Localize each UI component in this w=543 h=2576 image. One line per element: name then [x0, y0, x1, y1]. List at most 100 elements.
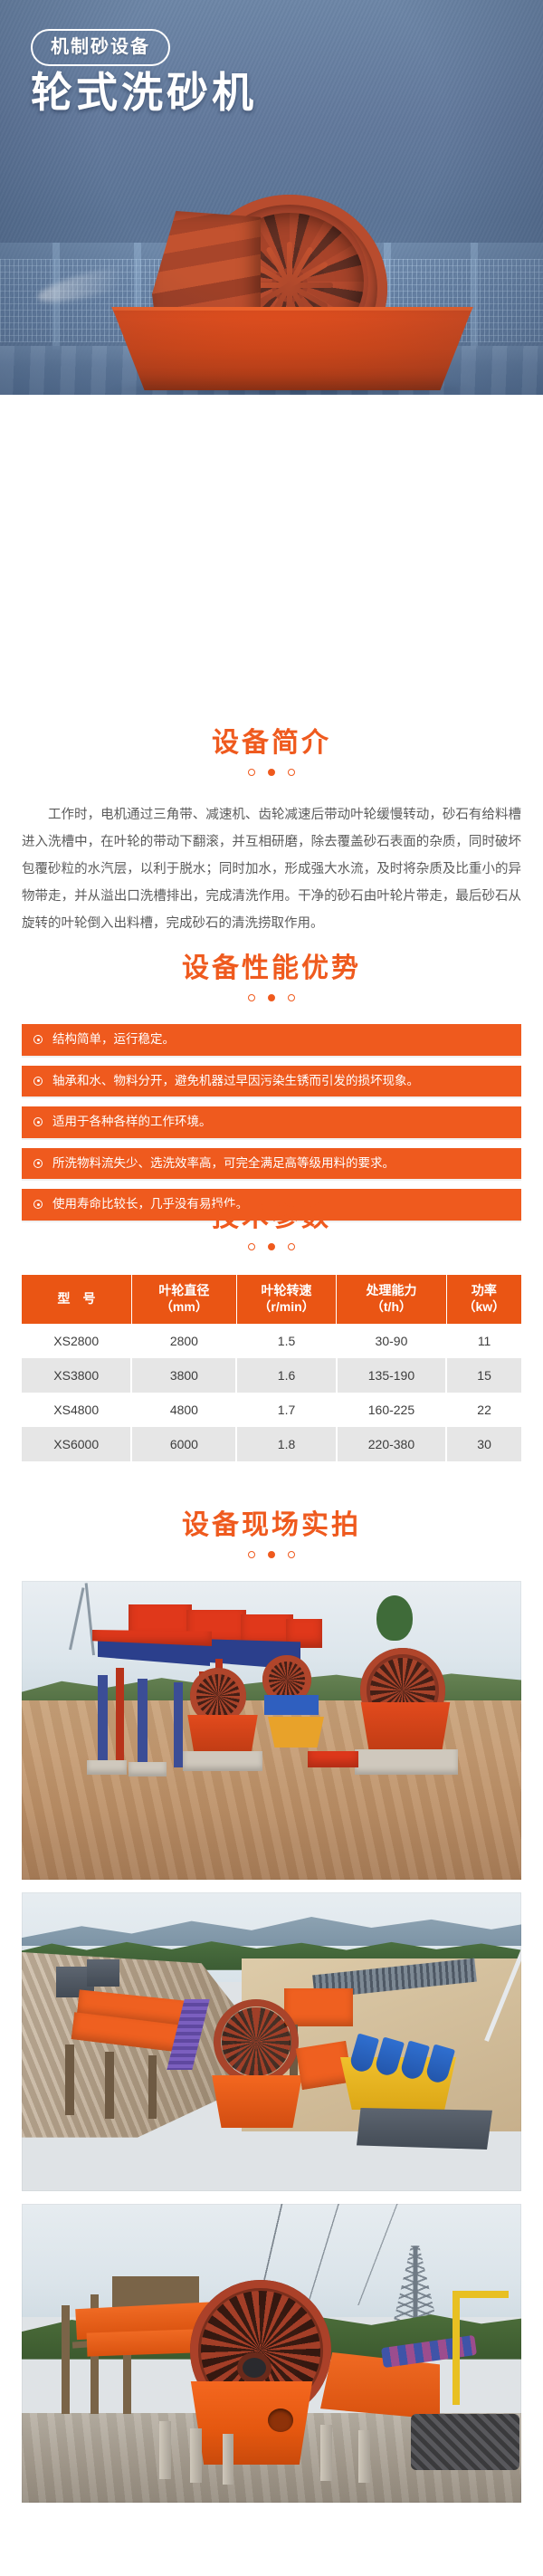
- bullet-icon: [33, 1158, 43, 1168]
- dot-filled: [268, 769, 275, 776]
- cell-model: XS2800: [22, 1323, 133, 1358]
- table-body: XS2800 2800 1.5 30-90 11 XS3800 3800 1.6…: [22, 1323, 521, 1461]
- table-header-row: 型 号 叶轮直径 （mm） 叶轮转速 （r/min） 处理能力 （t/h）: [22, 1275, 521, 1324]
- advantage-item: 结构简单，运行稳定。: [22, 1024, 521, 1056]
- photo2-vibrating-screen-3: [284, 1988, 353, 2026]
- advantage-text: 所洗物料流失少、选洗效率高，可完全满足高等级用料的要求。: [52, 1155, 395, 1170]
- introduction-heading: 设备简介: [0, 730, 543, 777]
- header-name: 处理能力: [366, 1283, 417, 1298]
- advantage-item: 适用于各种各样的工作环境。: [22, 1106, 521, 1138]
- photo3-overflow-port: [268, 2408, 293, 2432]
- section-gallery: 设备现场实拍: [0, 1512, 543, 2503]
- advantage-text: 结构简单，运行稳定。: [52, 1032, 175, 1046]
- photo3-yellow-railing-post: [452, 2291, 460, 2405]
- advantage-text: 轴承和水、物料分开，避免机器过早因污染生锈而引发的损坏现象。: [52, 1073, 419, 1087]
- cell-speed: 1.6: [236, 1357, 338, 1393]
- wash-tank: [113, 311, 472, 390]
- site-photo-1: 砂石生产线现场 —— 多台振动筛与两台轮式洗砂机: [22, 1581, 521, 1880]
- advantages-heading: 设备性能优势: [0, 955, 543, 1002]
- table-row: XS2800 2800 1.5 30-90 11: [22, 1323, 521, 1358]
- photo2-wash-tank: [212, 2075, 302, 2128]
- site-photo-2: 矿山采石场现场 —— 洗砂机配套旋流器与脱水筛: [22, 1892, 521, 2191]
- photo3-hopper: [112, 2276, 199, 2307]
- section-introduction: 设备简介 工作时，电机通过三角带、减速机、齿轮减速后带动叶轮缓慢转动，砂石有给料…: [0, 730, 543, 937]
- heading-dots: [0, 769, 543, 777]
- photo3-scaffold-leg: [62, 2305, 70, 2414]
- photo3-concrete-post: [358, 2430, 370, 2483]
- gallery-title: 设备现场实拍: [182, 1510, 361, 1540]
- advantages-list: 结构简单，运行稳定。 轴承和水、物料分开，避免机器过早因污染生锈而引发的损坏现象…: [22, 1024, 521, 1221]
- site-photo-3: 施工现场 —— 大型轮式洗砂机安装调试: [22, 2204, 521, 2503]
- column-header-model: 型 号: [22, 1275, 132, 1324]
- header-unit: （kw）: [462, 1298, 506, 1314]
- hero-product-image: [98, 195, 487, 395]
- photo3-frame: [22, 2204, 521, 2503]
- table-row: XS6000 6000 1.8 220-380 30: [22, 1426, 521, 1461]
- photo3-concrete-post: [159, 2421, 171, 2479]
- photo1-wash-tank-large: [360, 1702, 451, 1751]
- header-unit: （r/min）: [258, 1298, 315, 1314]
- photo3-concrete-post: [320, 2425, 332, 2481]
- table-row: XS3800 3800 1.6 135-190 15: [22, 1357, 521, 1393]
- photo3-concrete-post: [190, 2428, 202, 2483]
- cell-power: 15: [446, 1357, 521, 1393]
- advantage-text: 适用于各种各样的工作环境。: [52, 1115, 212, 1128]
- column-header-diameter: 叶轮直径 （mm）: [131, 1275, 237, 1324]
- photo1-wash-tank-small: [187, 1715, 258, 1753]
- dot-hollow-left: [247, 769, 255, 776]
- dot-hollow-left: [247, 1551, 255, 1558]
- photo3-dewatering-screen: [320, 2352, 440, 2419]
- cell-diameter: 3800: [131, 1357, 238, 1393]
- parameters-table-wrapper: 型 号 叶轮直径 （mm） 叶轮转速 （r/min） 处理能力 （t/h）: [22, 1275, 521, 1461]
- advantage-item: 所洗物料流失少、选洗效率高，可完全满足高等级用料的要求。: [22, 1147, 521, 1179]
- photo3-yellow-railing-top: [452, 2291, 509, 2298]
- parameters-title: 技术参数: [212, 1202, 331, 1232]
- photo1-concrete-base: [183, 1751, 262, 1771]
- bullet-icon: [33, 1200, 43, 1210]
- cell-capacity: 135-190: [336, 1357, 448, 1393]
- introduction-body: 工作时，电机通过三角带、减速机、齿轮减速后带动叶轮缓慢转动，砂石有给料槽进入洗槽…: [22, 808, 521, 931]
- cell-capacity: 220-380: [336, 1426, 448, 1461]
- photo1-support-leg: [138, 1679, 148, 1767]
- bullet-icon: [33, 1117, 43, 1127]
- cell-speed: 1.5: [236, 1323, 338, 1358]
- advantage-item: 使用寿命比较长，几乎没有易损件。: [22, 1189, 521, 1221]
- header-name: 叶轮直径: [158, 1283, 210, 1298]
- header-unit: （t/h）: [370, 1298, 412, 1314]
- header-unit: （mm）: [159, 1298, 208, 1314]
- section-parameters: 技术参数 型 号 叶轮直径 （mm）: [0, 1204, 543, 1461]
- dot-filled: [268, 994, 275, 1001]
- photo1-yellow-feeder: [268, 1717, 324, 1748]
- photo1-concrete-pad: [129, 1762, 167, 1776]
- dot-hollow-right: [288, 1243, 296, 1250]
- photo1-concrete-pad: [87, 1760, 127, 1775]
- column-header-capacity: 处理能力 （t/h）: [336, 1275, 447, 1324]
- photo1-concrete-base: [355, 1749, 458, 1775]
- photo1-red-chute: [308, 1751, 358, 1767]
- dot-filled: [268, 1551, 275, 1558]
- photo1-screen-lip: [92, 1630, 212, 1646]
- advantages-title: 设备性能优势: [182, 953, 361, 983]
- photo3-mesh-drum: [411, 2414, 519, 2470]
- cell-model: XS4800: [22, 1392, 133, 1427]
- dot-filled: [268, 1243, 275, 1250]
- advantage-item: 轴承和水、物料分开，避免机器过早因污染生锈而引发的损坏现象。: [22, 1065, 521, 1096]
- header-name: 功率: [471, 1283, 497, 1298]
- section-advantages: 设备性能优势 结构简单，运行稳定。 轴承和水、物料分开，避免机器过早因污染生锈而…: [0, 955, 543, 1231]
- category-tag: 机制砂设备: [31, 29, 170, 66]
- dot-hollow-left: [247, 1243, 255, 1250]
- page-title: 轮式洗砂机: [31, 69, 257, 116]
- introduction-title: 设备简介: [212, 728, 331, 758]
- dot-hollow-right: [288, 769, 296, 776]
- photo1-frame: [22, 1581, 521, 1880]
- cell-diameter: 2800: [131, 1323, 238, 1358]
- bullet-icon: [33, 1035, 43, 1045]
- photo2-grey-hopper-2: [87, 1959, 119, 1987]
- photo2-steel-leg: [65, 2045, 74, 2115]
- photo1-blue-machine: [264, 1695, 319, 1715]
- bullet-icon: [33, 1076, 43, 1086]
- photo1-support-leg-red: [116, 1668, 124, 1766]
- table-row: XS4800 4800 1.7 160-225 22: [22, 1392, 521, 1427]
- cell-speed: 1.8: [236, 1426, 338, 1461]
